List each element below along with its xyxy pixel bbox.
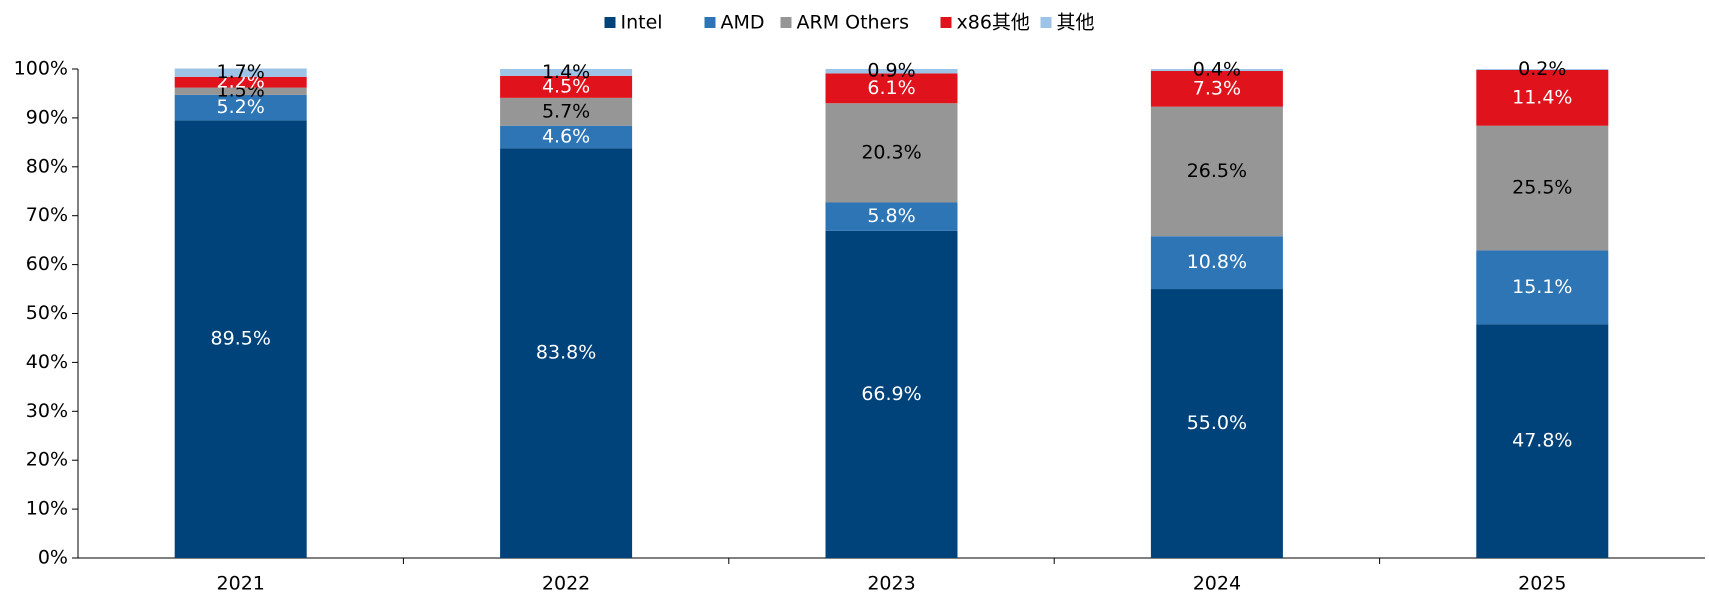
y-tick-label: 100% — [14, 58, 68, 80]
bar-segment — [825, 202, 958, 231]
data-label: 20.3% — [861, 141, 921, 163]
data-label: 7.3% — [1193, 77, 1241, 99]
data-label: 0.9% — [867, 60, 915, 82]
data-label: 5.8% — [867, 205, 915, 227]
y-tick-label: 20% — [26, 449, 68, 471]
data-label: 1.7% — [217, 61, 265, 83]
data-label: 4.6% — [542, 125, 590, 147]
y-tick-label: 60% — [26, 253, 68, 275]
bar-segment — [500, 75, 633, 98]
y-tick-label: 0% — [38, 547, 68, 569]
data-label: 0.4% — [1193, 58, 1241, 80]
data-label: 5.2% — [217, 96, 265, 118]
y-tick-label: 70% — [26, 204, 68, 226]
legend-label: x86其他 — [957, 12, 1030, 34]
data-label: 47.8% — [1512, 430, 1572, 452]
x-tick-label: 2022 — [542, 573, 590, 595]
bar-segment — [825, 73, 958, 104]
legend-swatch — [1040, 17, 1052, 28]
bar-segment — [1476, 69, 1609, 126]
bar-segment — [1150, 69, 1283, 71]
data-label: 11.4% — [1512, 86, 1572, 108]
bar-segment — [500, 148, 633, 558]
data-label: 55.0% — [1187, 412, 1247, 434]
bar-segment — [825, 69, 958, 74]
y-tick-label: 80% — [26, 155, 68, 177]
x-tick-label: 2024 — [1193, 573, 1241, 595]
data-label: 66.9% — [861, 383, 921, 405]
x-tick-label: 2025 — [1518, 573, 1566, 595]
y-tick-label: 90% — [26, 106, 68, 128]
data-label: 5.7% — [542, 100, 590, 122]
bar-segment — [1150, 236, 1283, 290]
bar-segment — [174, 120, 307, 558]
data-label: 0.2% — [1518, 58, 1566, 80]
data-label: 83.8% — [536, 342, 596, 364]
legend-swatch — [704, 17, 716, 28]
bar-segment — [1476, 324, 1609, 558]
bar-segment — [500, 97, 633, 126]
data-label: 6.1% — [867, 77, 915, 99]
data-label: 26.5% — [1187, 160, 1247, 182]
data-label: 4.5% — [542, 75, 590, 97]
data-label: 1.4% — [542, 61, 590, 83]
bar-segment — [500, 69, 633, 76]
data-label: 25.5% — [1512, 177, 1572, 199]
legend-label: AMD — [721, 12, 765, 34]
legend-label: ARM Others — [797, 12, 909, 34]
bar-segment — [1476, 250, 1609, 325]
bar-segment — [174, 76, 307, 88]
bar-segment — [174, 68, 307, 77]
y-tick-label: 50% — [26, 302, 68, 324]
legend-label: 其他 — [1057, 12, 1095, 34]
legend-label: Intel — [621, 12, 663, 34]
y-tick-label: 10% — [26, 498, 68, 520]
bar-segment — [1150, 289, 1283, 558]
bar-segment — [174, 94, 307, 121]
y-tick-label: 30% — [26, 400, 68, 422]
bar-segment — [1150, 70, 1283, 107]
bar-segment — [825, 103, 958, 203]
legend-swatch — [940, 17, 952, 28]
legend-swatch — [604, 17, 616, 28]
bar-segment — [1476, 125, 1609, 251]
data-label: 10.8% — [1187, 251, 1247, 273]
x-tick-label: 2021 — [217, 573, 265, 595]
x-tick-label: 2023 — [867, 573, 915, 595]
bar-segment — [1476, 69, 1609, 70]
y-tick-label: 40% — [26, 351, 68, 373]
bar-segment — [174, 87, 307, 95]
legend-swatch — [780, 17, 792, 28]
bar-segment — [825, 230, 958, 558]
data-label: 89.5% — [211, 328, 271, 350]
bar-segment — [500, 125, 633, 149]
bar-segment — [1150, 106, 1283, 237]
data-label: 15.1% — [1512, 276, 1572, 298]
